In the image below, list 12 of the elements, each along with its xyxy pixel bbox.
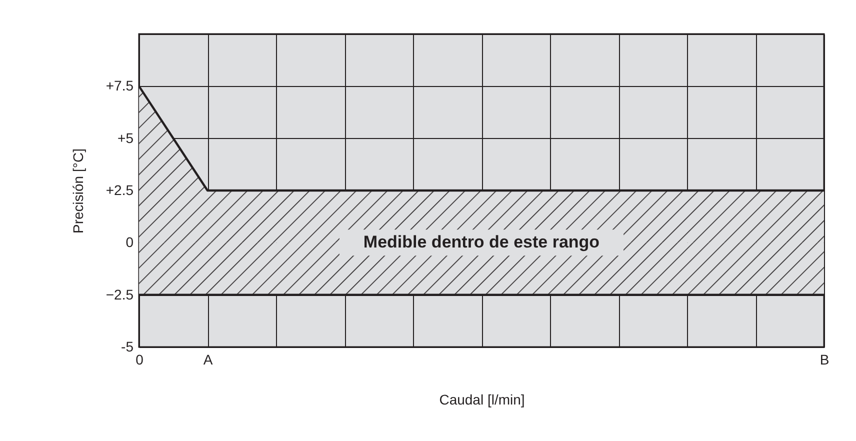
y-tick-label: +2.5	[106, 182, 134, 198]
x-tick-label: 0	[136, 352, 144, 368]
x-tick-label: A	[203, 352, 214, 368]
y-tick-label: +7.5	[106, 78, 134, 94]
x-axis-title: Caudal [l/min]	[439, 392, 525, 408]
y-tick-label: −2.5	[106, 286, 134, 302]
y-tick-label: +5	[118, 130, 134, 146]
y-tick-label: 0	[126, 234, 134, 250]
x-tick-label: B	[820, 352, 830, 368]
y-tick-label: -5	[121, 338, 134, 354]
y-axis-title: Precisión [°C]	[70, 148, 86, 234]
annotation: Medible dentro de este rango	[363, 232, 600, 252]
